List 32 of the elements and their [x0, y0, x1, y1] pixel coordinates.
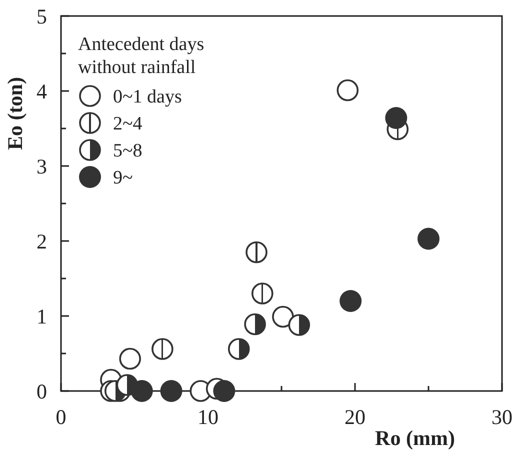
legend-label: 2~4: [113, 114, 143, 135]
point: [288, 314, 310, 336]
y-tick-label: 2: [36, 229, 47, 254]
point: [336, 79, 359, 102]
point: [340, 290, 362, 312]
point: [228, 338, 250, 360]
point: [385, 107, 408, 129]
x-tick-label: 0: [56, 405, 66, 429]
legend-label: 9~: [113, 168, 133, 189]
legend-title: Antecedent days without rainfall: [78, 34, 204, 78]
y-tick-label: 3: [36, 154, 47, 178]
x-tick-label: 10: [198, 405, 218, 429]
point: [160, 380, 182, 402]
point: [246, 241, 268, 264]
point: [152, 338, 174, 360]
point: [119, 348, 141, 370]
point: [244, 313, 266, 336]
x-tick-label: 30: [492, 405, 512, 429]
point: [251, 282, 274, 304]
y-tick-label: 0: [36, 379, 47, 404]
point: [130, 380, 153, 402]
point: [418, 228, 440, 250]
legend-label: 0~1 days: [113, 86, 182, 108]
point: [272, 306, 294, 328]
y-tick-label: 1: [36, 304, 47, 328]
y-tick-label: 5: [36, 4, 47, 28]
x-tick-label: 20: [344, 405, 366, 429]
legend-label: 5~8: [113, 140, 142, 162]
y-axis-title: Eo (ton): [3, 77, 27, 150]
x-axis-title: Ro (mm): [375, 426, 455, 450]
y-tick-label: 4: [36, 79, 48, 104]
point: [213, 380, 236, 402]
